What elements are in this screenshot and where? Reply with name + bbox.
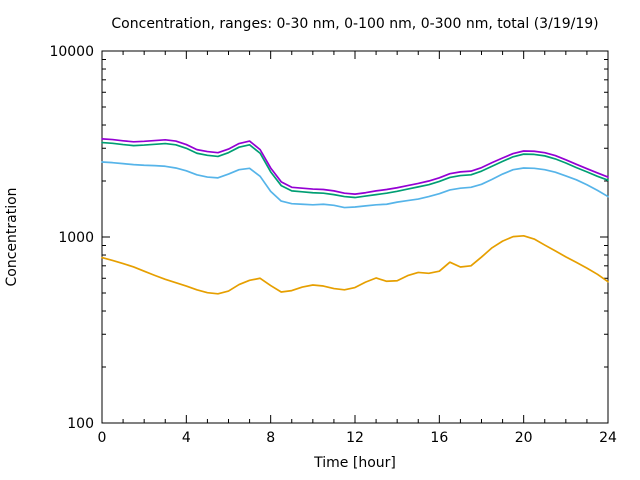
x-tick-label: 8 bbox=[266, 430, 275, 446]
y-tick-label: 1000 bbox=[58, 230, 94, 246]
x-tick-label: 4 bbox=[182, 430, 191, 446]
x-axis-label: Time [hour] bbox=[313, 455, 396, 471]
series-line-0-300-nm bbox=[101, 141, 609, 199]
series-line-0-100-nm bbox=[101, 161, 609, 209]
plot-border bbox=[101, 50, 609, 424]
y-axis-label: Concentration bbox=[4, 187, 20, 286]
y-tick-label: 10000 bbox=[49, 44, 94, 60]
chart-title: Concentration, ranges: 0-30 nm, 0-100 nm… bbox=[111, 16, 598, 32]
x-tick-label: 24 bbox=[599, 430, 617, 446]
x-tick-label: 16 bbox=[430, 430, 448, 446]
x-tick-label: 12 bbox=[346, 430, 364, 446]
series-line-total bbox=[101, 138, 609, 195]
y-tick-label: 100 bbox=[67, 416, 94, 432]
x-tick-label: 0 bbox=[98, 430, 107, 446]
series-line-0-30-nm bbox=[101, 234, 609, 295]
x-tick-label: 20 bbox=[515, 430, 533, 446]
